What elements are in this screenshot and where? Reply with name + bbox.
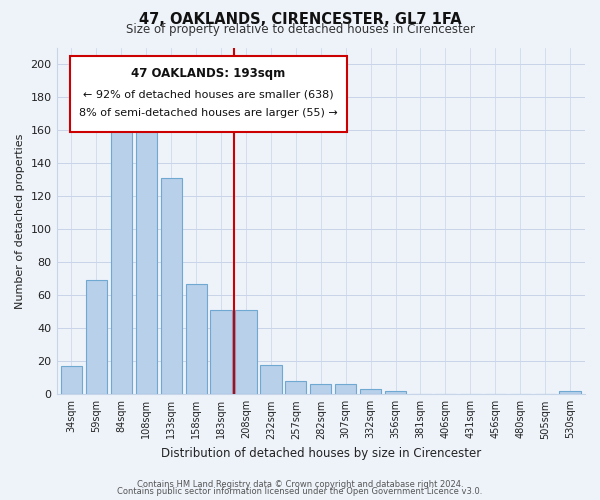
Bar [385,391,406,394]
Bar [285,381,307,394]
Text: ← 92% of detached houses are smaller (638): ← 92% of detached houses are smaller (63… [83,89,334,99]
Bar [235,310,257,394]
Bar [310,384,331,394]
Text: 8% of semi-detached houses are larger (55) →: 8% of semi-detached houses are larger (5… [79,108,338,118]
Text: Contains HM Land Registry data © Crown copyright and database right 2024.: Contains HM Land Registry data © Crown c… [137,480,463,489]
Bar [111,130,132,394]
Bar [161,178,182,394]
Bar [86,280,107,394]
Text: 47, OAKLANDS, CIRENCESTER, GL7 1FA: 47, OAKLANDS, CIRENCESTER, GL7 1FA [139,12,461,28]
Bar [211,310,232,394]
Bar [260,364,281,394]
Bar [61,366,82,394]
Text: Contains public sector information licensed under the Open Government Licence v3: Contains public sector information licen… [118,487,482,496]
Text: 47 OAKLANDS: 193sqm: 47 OAKLANDS: 193sqm [131,66,286,80]
FancyBboxPatch shape [70,56,347,132]
Bar [335,384,356,394]
Text: Size of property relative to detached houses in Cirencester: Size of property relative to detached ho… [125,22,475,36]
X-axis label: Distribution of detached houses by size in Cirencester: Distribution of detached houses by size … [161,447,481,460]
Bar [185,284,207,395]
Bar [559,391,581,394]
Bar [136,125,157,394]
Bar [360,390,381,394]
Y-axis label: Number of detached properties: Number of detached properties [15,133,25,308]
